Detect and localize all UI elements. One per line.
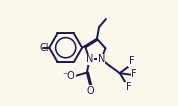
Text: F: F	[131, 69, 137, 79]
Text: O: O	[86, 86, 94, 96]
Text: ⁻O: ⁻O	[62, 71, 75, 81]
Text: F: F	[129, 56, 134, 66]
Text: Cl: Cl	[40, 43, 49, 53]
Text: F: F	[125, 82, 131, 92]
Text: N: N	[98, 54, 105, 64]
Text: N: N	[86, 54, 93, 64]
